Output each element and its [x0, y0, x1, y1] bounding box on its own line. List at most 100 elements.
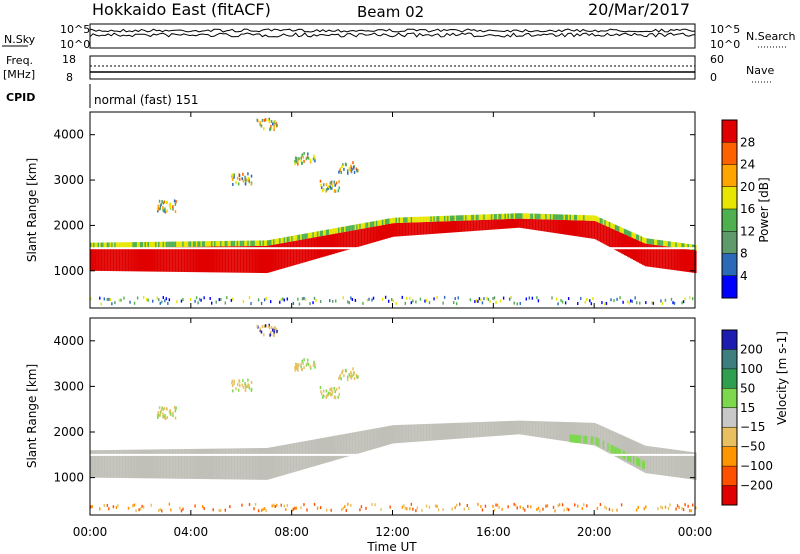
velocity-mark: [583, 422, 585, 445]
power-mark: [301, 161, 303, 165]
power-mark: [307, 156, 310, 160]
power-mark: [239, 246, 242, 273]
power-mark: [425, 221, 428, 235]
power-mark: [440, 215, 443, 222]
velocity-gap: [90, 453, 695, 456]
power-mark: [555, 297, 558, 301]
power-mark: [436, 296, 438, 300]
power-mark: [636, 234, 638, 240]
velocity-mark: [250, 388, 253, 392]
velocity-mark: [531, 420, 534, 437]
velocity-mark: [263, 507, 266, 511]
power-mark: [400, 222, 402, 237]
power-mark: [676, 242, 679, 248]
power-mark: [434, 216, 437, 222]
velocity-mark: [681, 506, 683, 510]
power-mark: [682, 243, 685, 249]
power-mark: [551, 296, 553, 300]
velocity-mark: [307, 358, 309, 362]
velocity-mark: [487, 421, 490, 437]
power-mark: [207, 241, 210, 247]
velocity-mark: [314, 362, 316, 366]
power-mark: [301, 239, 304, 263]
colorbar-tick-label: 20: [740, 180, 755, 194]
velocity-mark: [175, 406, 177, 410]
power-mark: [481, 219, 484, 231]
velocity-mark: [416, 424, 419, 442]
power-mark: [336, 233, 339, 253]
velocity-mark: [428, 423, 431, 441]
velocity-mark: [251, 448, 254, 480]
power-mark: [384, 295, 387, 299]
velocity-mark: [118, 449, 121, 478]
power-mark: [681, 248, 683, 272]
velocity-mark: [492, 504, 494, 508]
velocity-mark: [327, 436, 330, 463]
power-mark: [300, 159, 302, 163]
power-mark: [684, 243, 687, 249]
velocity-mark: [442, 423, 445, 440]
nave-label: Nave: [746, 64, 774, 77]
power-mark: [344, 163, 347, 167]
velocity-mark: [392, 425, 395, 444]
velocity-mark: [94, 450, 97, 478]
power-mark: [616, 230, 618, 252]
power-mark: [348, 231, 351, 250]
power-mark: [238, 240, 240, 247]
velocity-mark: [607, 428, 609, 453]
velocity-mark: [312, 363, 315, 367]
power-mark: [560, 214, 562, 220]
power-mark: [490, 214, 493, 220]
velocity-mark: [434, 423, 437, 441]
velocity-mark: [285, 444, 287, 475]
power-mark: [168, 241, 171, 248]
power-mark: [567, 297, 570, 301]
velocity-mark: [177, 449, 180, 479]
power-mark: [229, 240, 231, 247]
velocity-mark: [112, 505, 115, 509]
power-mark: [157, 209, 159, 213]
power-mark: [580, 220, 582, 237]
velocity-mark: [237, 388, 240, 392]
power-mark: [94, 248, 97, 271]
power-mark: [386, 218, 389, 225]
power-mark: [528, 218, 531, 230]
velocity-mark: [605, 428, 608, 452]
velocity-mark: [347, 502, 349, 506]
power-mark: [595, 215, 597, 222]
power-mark: [274, 120, 276, 124]
power-mark: [309, 302, 311, 306]
power-mark: [141, 247, 144, 272]
power-mark: [489, 214, 491, 220]
power-mark: [443, 215, 446, 222]
power-mark: [102, 247, 104, 271]
power-mark: [348, 166, 351, 170]
power-mark: [194, 299, 196, 303]
velocity-mark: [322, 394, 325, 398]
velocity-mark: [366, 429, 369, 451]
velocity-mark: [332, 436, 334, 461]
power-mark: [578, 220, 581, 237]
velocity-mark: [212, 448, 215, 480]
velocity-mark: [466, 503, 469, 507]
velocity-mark: [265, 509, 267, 513]
power-mark: [350, 170, 353, 174]
power-mark: [431, 221, 434, 234]
power-mark: [94, 242, 97, 249]
power-mark: [468, 220, 470, 232]
velocity-mark: [142, 449, 145, 479]
velocity-mark: [377, 427, 379, 448]
power-mark: [303, 239, 305, 263]
power-mark: [660, 299, 662, 303]
velocity-mark: [242, 385, 245, 389]
power-mark: [403, 217, 405, 223]
nave-tick-bottom: 0: [710, 71, 717, 84]
velocity-mark: [338, 386, 340, 390]
power-mark: [574, 214, 576, 221]
velocity-mark: [546, 421, 549, 439]
power-mark: [247, 176, 250, 180]
power-mark: [279, 300, 281, 304]
power-mark: [274, 238, 277, 245]
velocity-mark: [566, 507, 568, 511]
